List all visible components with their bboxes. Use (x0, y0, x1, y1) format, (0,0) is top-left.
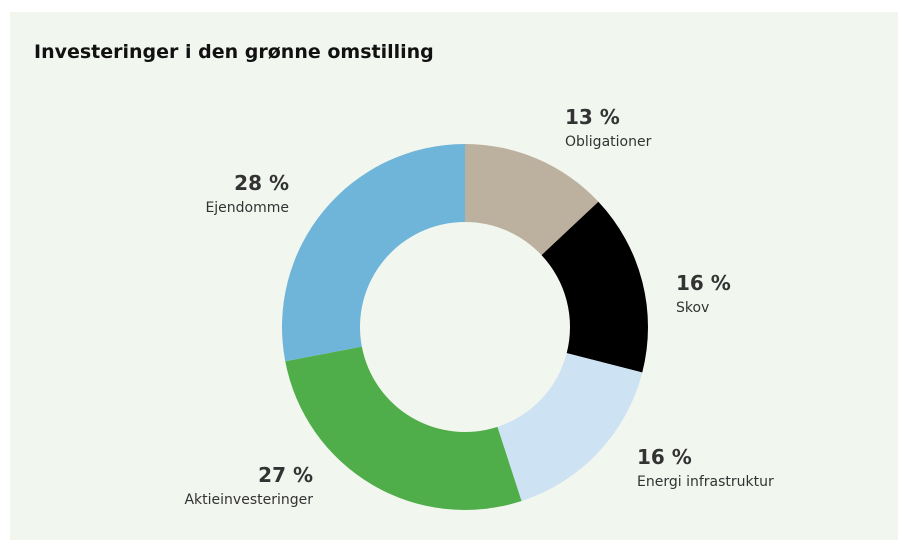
value-label: 28 % (234, 171, 289, 195)
category-label: Skov (676, 300, 709, 316)
value-label: 13 % (565, 105, 620, 129)
category-label: Ejendomme (205, 200, 289, 216)
donut-slice (541, 201, 648, 373)
chart-title: Investeringer i den grønne omstilling (34, 41, 434, 63)
value-label: 16 % (676, 271, 731, 295)
category-label: Aktieinvesteringer (184, 492, 313, 508)
donut-slice (285, 346, 522, 510)
donut-slice (497, 353, 643, 502)
value-label: 27 % (258, 463, 313, 487)
value-label: 16 % (637, 445, 692, 469)
category-label: Energi infrastruktur (637, 474, 774, 490)
donut-slice (281, 144, 465, 362)
category-label: Obligationer (565, 134, 652, 150)
donut-slice (465, 144, 599, 256)
